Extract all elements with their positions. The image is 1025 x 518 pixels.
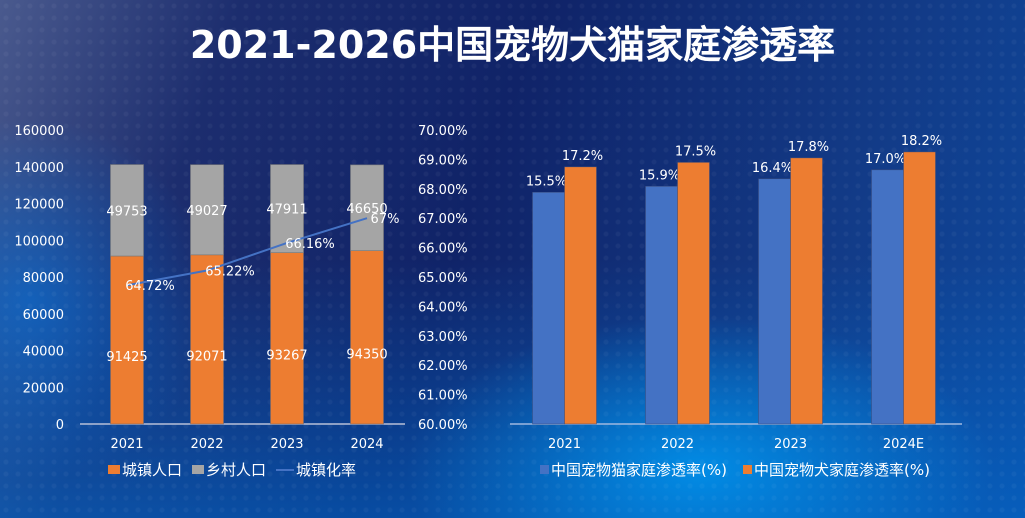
rate-value-label: 66.16%	[285, 237, 335, 252]
right-y-tick-label: 62.00%	[418, 359, 468, 374]
left-y-tick-label: 80000	[23, 271, 64, 286]
left-y-tick-label: 160000	[14, 124, 64, 139]
legend-left: 城镇人口 乡村人口 城镇化率	[108, 459, 356, 480]
urban-value-label: 91425	[106, 350, 147, 365]
rural-bar	[350, 164, 384, 251]
cat-swatch	[540, 465, 549, 474]
page-title: 2021-2026中国宠物犬猫家庭渗透率	[189, 23, 836, 67]
legend-label-cat: 中国宠物猫家庭渗透率(%)	[551, 461, 727, 479]
x-tick-label: 2022	[661, 437, 694, 452]
cat-bar-value-label: 15.5%	[526, 174, 567, 189]
rate-value-label: 65.22%	[205, 265, 255, 280]
legend-item-cat: 中国宠物猫家庭渗透率(%)	[540, 459, 727, 480]
legend-item-urban: 城镇人口	[108, 459, 182, 480]
left-y-tick-label: 100000	[14, 234, 64, 249]
urban-swatch	[108, 465, 120, 474]
dog-bar	[903, 151, 936, 425]
population-urbanization-chart: 0 20000 40000 60000 80000 100000 120000 140000 1…	[14, 124, 467, 452]
legend-label-urban: 城镇人口	[122, 461, 183, 479]
x-tick-label: 2024E	[883, 437, 924, 452]
legend-right: 中国宠物猫家庭渗透率(%) 中国宠物犬家庭渗透率(%)	[540, 459, 930, 480]
left-y-tick-label: 20000	[23, 381, 64, 396]
dog-bar-value-label: 18.2%	[901, 134, 942, 149]
urban-bar	[190, 254, 224, 425]
rural-swatch	[192, 465, 205, 474]
cat-bar	[532, 192, 565, 425]
rural-bar	[270, 164, 304, 253]
right-y-tick-label: 70.00%	[418, 124, 468, 139]
legend-item-dog: 中国宠物犬家庭渗透率(%)	[742, 459, 930, 480]
right-y-tick-label: 60.00%	[418, 418, 468, 433]
rural-value-label: 46650	[346, 202, 387, 217]
right-y-tick-label: 63.00%	[418, 330, 468, 345]
legend-label-dog: 中国宠物犬家庭渗透率(%)	[753, 461, 930, 479]
right-y-tick-label: 68.00%	[418, 183, 468, 198]
legend-item-rate: 城镇化率	[276, 459, 356, 480]
urbanization-rate-line	[126, 217, 368, 287]
dog-bar-value-label: 17.2%	[562, 149, 603, 164]
left-y-tick-label: 40000	[23, 345, 64, 360]
cat-bar	[758, 178, 791, 425]
rural-bar	[190, 164, 224, 256]
rural-bar	[110, 164, 144, 257]
x-tick-label: 2021	[110, 437, 143, 452]
left-y-tick-label: 60000	[23, 308, 64, 323]
dog-bar-value-label: 17.8%	[788, 140, 829, 155]
right-y-tick-label: 65.00%	[418, 271, 468, 286]
x-tick-label: 2022	[190, 437, 223, 452]
urban-value-label: 94350	[346, 347, 387, 362]
x-tick-label: 2024	[350, 437, 383, 452]
legend-item-rural: 乡村人口	[192, 459, 266, 480]
legend-label-rate: 城镇化率	[296, 461, 357, 479]
urban-bar	[270, 252, 304, 425]
right-y-tick-label: 69.00%	[418, 153, 468, 168]
rate-line-swatch	[276, 468, 295, 471]
cat-bar-value-label: 16.4%	[752, 161, 793, 176]
right-y-tick-label: 67.00%	[418, 212, 468, 227]
cat-bar	[645, 186, 678, 425]
left-y-tick-label: 120000	[14, 198, 64, 213]
left-y-tick-label: 140000	[14, 161, 64, 176]
dog-bar	[790, 157, 823, 425]
x-tick-label: 2023	[774, 437, 807, 452]
urban-value-label: 93267	[266, 348, 307, 363]
rural-value-label: 47911	[266, 203, 307, 218]
cat-bar	[871, 169, 904, 425]
x-tick-label: 2023	[270, 437, 303, 452]
right-y-tick-label: 64.00%	[418, 300, 468, 315]
dog-swatch	[742, 465, 752, 474]
rural-value-label: 49753	[106, 204, 147, 219]
legend-label-rural: 乡村人口	[206, 461, 267, 479]
dog-bar-value-label: 17.5%	[675, 144, 716, 159]
cat-bar-value-label: 17.0%	[865, 152, 906, 167]
right-y-tick-label: 61.00%	[418, 389, 468, 404]
pet-penetration-chart: 15.5% 17.2% 2021 15.9% 17.5% 2022 16.4% 17.8% 20…	[510, 134, 962, 452]
urban-value-label: 92071	[186, 349, 227, 364]
cat-bar-value-label: 15.9%	[639, 168, 680, 183]
x-tick-label: 2021	[548, 437, 581, 452]
rate-value-label: 64.72%	[125, 279, 175, 294]
left-y-tick-label: 0	[56, 418, 64, 433]
rate-value-label: 67%	[371, 212, 400, 227]
dog-bar	[677, 162, 710, 425]
right-y-tick-label: 66.00%	[418, 242, 468, 257]
rural-value-label: 49027	[186, 204, 227, 219]
dog-bar	[564, 166, 597, 425]
urban-bar	[350, 250, 384, 425]
